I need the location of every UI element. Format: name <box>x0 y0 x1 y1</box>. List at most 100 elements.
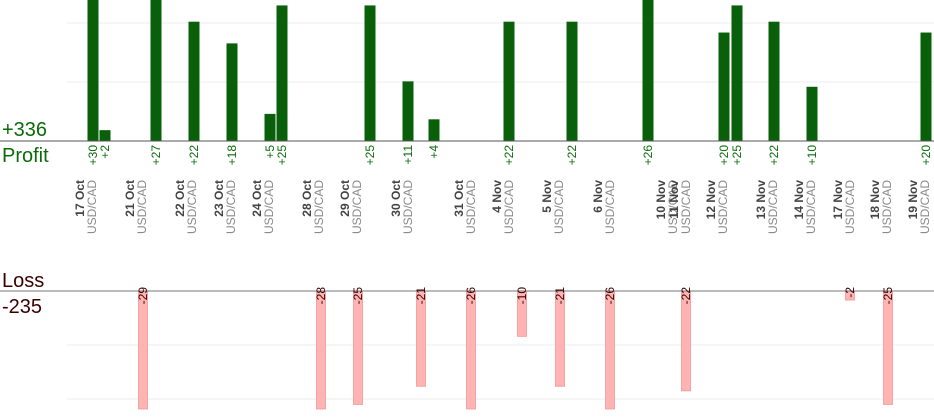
profit-value-labels: +30+2 +27 +22 +18 +5+25 +25 +11 +4 +22 +22 +26 +20 +… <box>86 145 933 166</box>
profit-value-label: +5 <box>263 145 277 159</box>
profit-bars <box>87 0 932 142</box>
pair-label: USD/CAD <box>464 180 478 234</box>
pair-label: USD/CAD <box>185 180 199 234</box>
date-label: 12 Nov <box>704 180 718 220</box>
loss-bar <box>681 290 691 392</box>
profit-bar <box>566 21 578 142</box>
loss-value-label: -29 <box>136 287 150 305</box>
loss-value-label: -25 <box>351 287 365 305</box>
loss-value-label: -21 <box>553 287 567 305</box>
loss-total: -235 <box>2 296 43 318</box>
profit-bar <box>150 0 162 141</box>
profit-bar <box>731 5 743 141</box>
pair-label: USD/CAD <box>804 180 818 234</box>
pair-label: USD/CAD <box>766 180 780 234</box>
loss-bar <box>883 290 893 405</box>
date-label: 13 Nov <box>754 180 768 220</box>
loss-value-label: -22 <box>679 287 693 305</box>
loss-value-label: -25 <box>881 287 895 305</box>
pair-label: USD/CAD <box>85 180 99 234</box>
pair-label: USD/CAD <box>716 180 730 234</box>
date-label: 28 Oct <box>300 180 314 217</box>
pair-label: USD/CAD <box>843 180 857 234</box>
loss-bar <box>466 290 476 410</box>
profit-value-label: +20 <box>919 145 933 166</box>
date-label: 19 Nov <box>906 180 920 220</box>
date-label: 11 Nov <box>667 180 681 219</box>
profit-value-label: +22 <box>767 145 781 166</box>
loss-gridlines <box>67 344 934 400</box>
profit-value-label: +2 <box>98 145 112 159</box>
profit-value-label: +22 <box>502 145 516 166</box>
pair-label: USD/CAD <box>401 180 415 234</box>
date-label: 14 Nov <box>792 180 806 220</box>
date-label: 17 Oct <box>73 180 87 217</box>
profit-bar <box>402 81 414 141</box>
loss-label: Loss <box>2 270 45 292</box>
profit-value-label: +30 <box>86 145 100 166</box>
profit-value-label: +26 <box>641 145 655 166</box>
pair-label: USD/CAD <box>312 180 326 234</box>
loss-value-label: -10 <box>515 287 529 305</box>
date-label: 4 Nov <box>490 180 504 213</box>
profit-total: +336 <box>2 119 48 141</box>
pair-label: USD/CAD <box>135 180 149 234</box>
profit-bar <box>920 32 932 141</box>
profit-bar <box>188 21 200 142</box>
pair-label: USD/CAD <box>502 180 516 234</box>
profit-value-label: +25 <box>363 145 377 166</box>
profit-bar <box>428 119 440 141</box>
profit-value-label: +4 <box>427 145 441 159</box>
profit-bar <box>276 5 288 141</box>
pair-label: USD/CAD <box>350 180 364 234</box>
loss-value-label: -21 <box>414 287 428 305</box>
date-label: 23 Oct <box>212 180 226 217</box>
loss-bar <box>316 290 326 410</box>
profit-bar <box>503 21 515 142</box>
profit-bar <box>718 32 730 141</box>
profit-label: Profit <box>2 145 49 167</box>
date-label: 30 Oct <box>389 180 403 217</box>
profit-bar <box>364 5 376 141</box>
date-label: 31 Oct <box>452 180 466 217</box>
loss-bars <box>138 290 893 410</box>
pair-label: USD/CAD <box>666 180 680 234</box>
date-label: 17 Nov <box>831 180 845 220</box>
profit-value-label: +25 <box>730 145 744 166</box>
profit-gridlines <box>67 22 934 83</box>
pair-label: USD/CAD <box>552 180 566 234</box>
pair-label: USD/CAD <box>679 180 693 234</box>
profit-value-label: +18 <box>225 145 239 166</box>
loss-bar <box>138 290 148 410</box>
loss-bar <box>605 290 615 410</box>
profit-value-label: +11 <box>401 145 415 165</box>
date-label: 21 Oct <box>123 180 137 217</box>
profit-bar <box>99 130 111 141</box>
profit-bar <box>264 113 276 141</box>
pair-label: USD/CAD <box>918 180 932 234</box>
loss-value-label: -28 <box>314 287 328 305</box>
date-label: 5 Nov <box>540 180 554 213</box>
profit-bar <box>768 21 780 142</box>
loss-value-label: -2 <box>843 287 857 298</box>
loss-value-label: -26 <box>464 287 478 305</box>
loss-value-label: -26 <box>603 287 617 305</box>
